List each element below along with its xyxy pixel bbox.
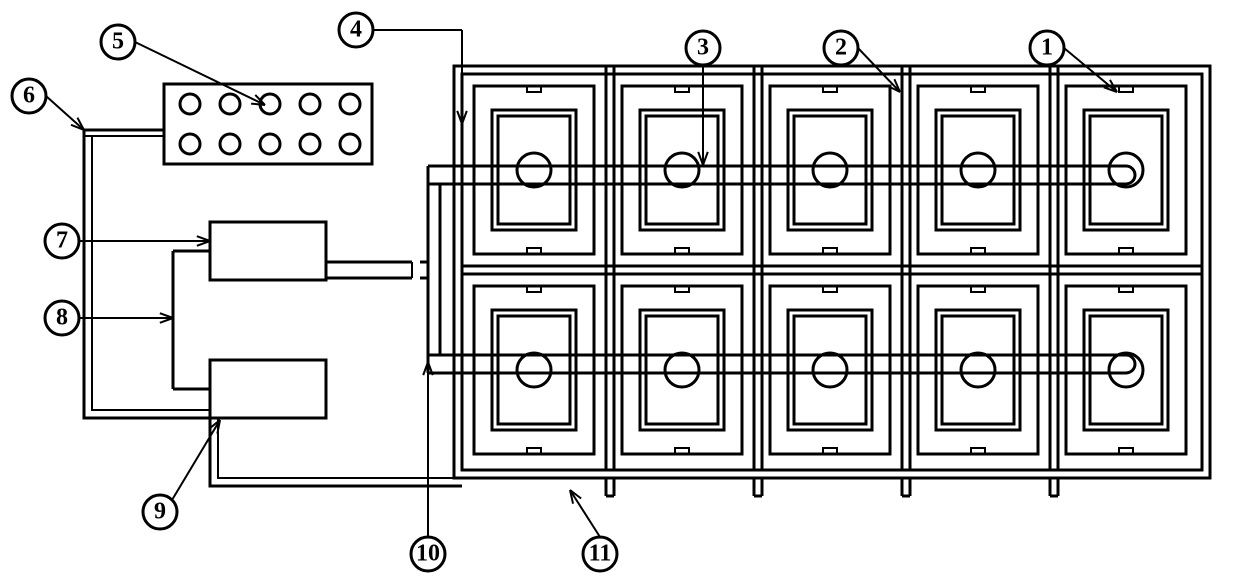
- callout-label-10: 10: [416, 541, 440, 567]
- callout-label-4: 4: [350, 17, 362, 43]
- callout-label-8: 8: [56, 305, 68, 331]
- callout-label-1: 1: [1041, 35, 1053, 61]
- callout-label-3: 3: [697, 35, 709, 61]
- callout-label-11: 11: [589, 541, 612, 567]
- callout-label-2: 2: [835, 35, 847, 61]
- callout-label-6: 6: [23, 83, 35, 109]
- callout-label-9: 9: [154, 499, 166, 525]
- callout-label-5: 5: [112, 29, 124, 55]
- schematic-diagram: 1 2 3 4 5 6 7 8 9 10 11: [0, 0, 1239, 580]
- callout-label-7: 7: [56, 228, 68, 254]
